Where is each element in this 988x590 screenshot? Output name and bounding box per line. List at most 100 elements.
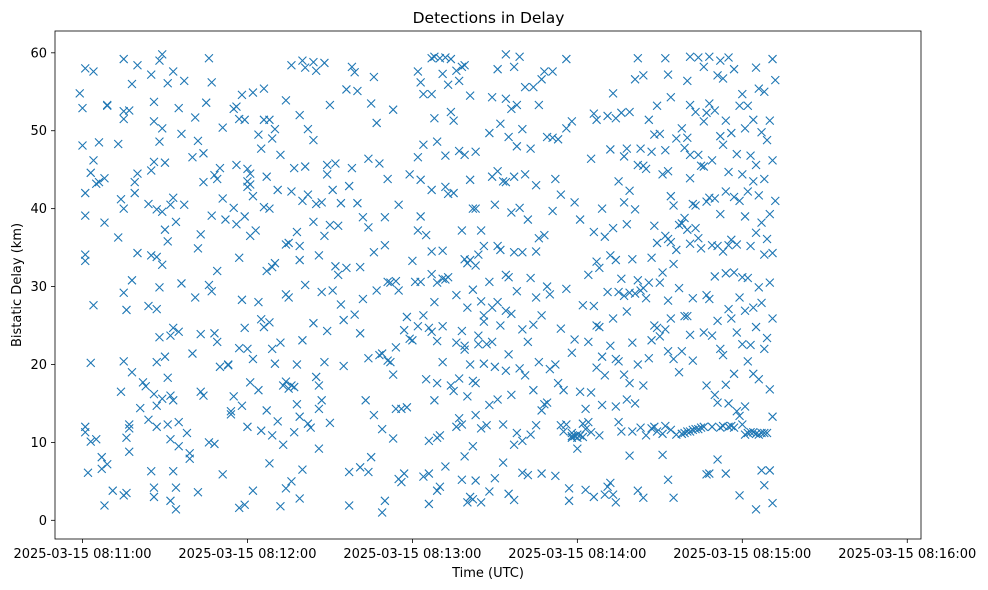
- data-point: [75, 88, 85, 98]
- data-point: [229, 203, 239, 213]
- data-point: [614, 176, 623, 186]
- data-point: [737, 339, 747, 349]
- data-point: [729, 423, 739, 432]
- data-point: [517, 247, 527, 257]
- data-point: [696, 423, 706, 432]
- data-point: [344, 501, 354, 510]
- data-point: [737, 169, 747, 179]
- data-point: [342, 85, 351, 94]
- data-point: [427, 327, 437, 337]
- data-point: [553, 134, 563, 144]
- data-point: [671, 134, 681, 143]
- data-point: [278, 381, 288, 390]
- data-point: [647, 335, 656, 345]
- data-point: [100, 501, 109, 510]
- data-point: [218, 194, 228, 203]
- data-point: [438, 69, 448, 79]
- data-point: [729, 268, 739, 277]
- data-point: [383, 174, 393, 184]
- data-point: [295, 241, 305, 251]
- data-point: [669, 259, 678, 269]
- data-point: [267, 262, 277, 272]
- data-point: [223, 360, 233, 369]
- data-point: [688, 199, 698, 209]
- data-point: [625, 378, 634, 388]
- data-point: [512, 141, 522, 151]
- data-point: [190, 293, 200, 302]
- data-point: [608, 314, 618, 323]
- data-point: [680, 143, 689, 153]
- data-point: [320, 58, 329, 68]
- data-point: [408, 335, 417, 345]
- data-point: [369, 247, 379, 257]
- data-point: [611, 402, 621, 411]
- data-point: [212, 174, 222, 184]
- x-axis: 2025-03-15 08:11:00 2025-03-15 08:12:00 20…: [13, 539, 976, 562]
- data-point: [501, 366, 511, 376]
- data-point: [276, 501, 285, 511]
- data-point: [619, 152, 629, 161]
- data-point: [666, 237, 676, 247]
- data-point: [476, 423, 486, 433]
- data-point: [526, 144, 536, 154]
- data-point: [743, 101, 753, 111]
- data-point: [430, 52, 439, 62]
- data-point: [440, 182, 450, 192]
- data-point: [160, 158, 170, 168]
- data-point: [515, 203, 525, 213]
- data-point: [732, 328, 742, 337]
- data-point: [754, 430, 764, 439]
- data-point: [512, 100, 522, 110]
- data-point: [721, 469, 731, 478]
- data-point: [751, 228, 761, 238]
- data-point: [168, 466, 178, 476]
- data-point: [402, 402, 412, 412]
- data-point: [515, 363, 525, 373]
- data-point: [586, 427, 596, 437]
- data-point: [141, 381, 151, 391]
- data-point: [408, 256, 417, 266]
- data-point: [201, 98, 211, 108]
- data-point: [256, 426, 266, 436]
- data-point: [476, 497, 486, 507]
- data-point: [438, 246, 448, 256]
- data-point: [122, 488, 131, 498]
- data-point: [460, 150, 470, 160]
- data-point: [630, 399, 640, 408]
- data-point: [284, 238, 294, 248]
- data-point: [578, 419, 588, 429]
- data-point: [256, 144, 266, 154]
- data-point: [748, 176, 758, 186]
- data-point: [471, 261, 481, 270]
- x-tick-label: 2025-03-15 08:13:00: [343, 547, 481, 562]
- data-point: [655, 129, 665, 139]
- data-point: [757, 218, 766, 228]
- data-point: [710, 194, 720, 203]
- data-point: [501, 306, 511, 316]
- data-point: [317, 198, 327, 207]
- data-point: [603, 111, 612, 121]
- data-point: [372, 118, 382, 128]
- data-point: [520, 370, 530, 380]
- data-point: [432, 378, 442, 388]
- data-point: [619, 198, 629, 207]
- data-point: [339, 315, 349, 325]
- data-point: [553, 378, 563, 388]
- data-point: [680, 428, 689, 438]
- data-point: [243, 164, 252, 174]
- data-point: [674, 283, 684, 293]
- data-point: [528, 320, 538, 330]
- data-point: [210, 439, 219, 449]
- data-point: [625, 186, 634, 196]
- data-point: [471, 378, 481, 388]
- data-point: [685, 427, 695, 436]
- data-point: [273, 416, 283, 426]
- data-point: [199, 177, 208, 187]
- data-point: [495, 245, 505, 255]
- data-point: [611, 255, 621, 265]
- data-point: [267, 430, 277, 440]
- data-point: [765, 116, 775, 125]
- data-point: [226, 406, 236, 416]
- data-point: [575, 387, 585, 397]
- data-point: [460, 345, 470, 355]
